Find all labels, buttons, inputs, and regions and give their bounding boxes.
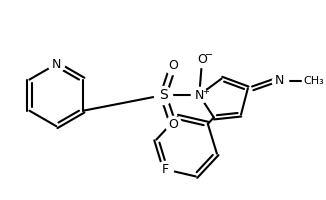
Text: O: O — [168, 118, 178, 131]
Text: −: − — [205, 50, 213, 60]
Text: +: + — [202, 87, 210, 96]
Text: S: S — [159, 88, 168, 102]
Text: N: N — [52, 58, 61, 71]
Text: O: O — [197, 53, 207, 66]
Text: F: F — [162, 163, 169, 176]
Text: O: O — [168, 59, 178, 72]
Text: N: N — [275, 74, 285, 87]
Text: CH₃: CH₃ — [303, 76, 324, 86]
Text: N: N — [195, 89, 204, 102]
